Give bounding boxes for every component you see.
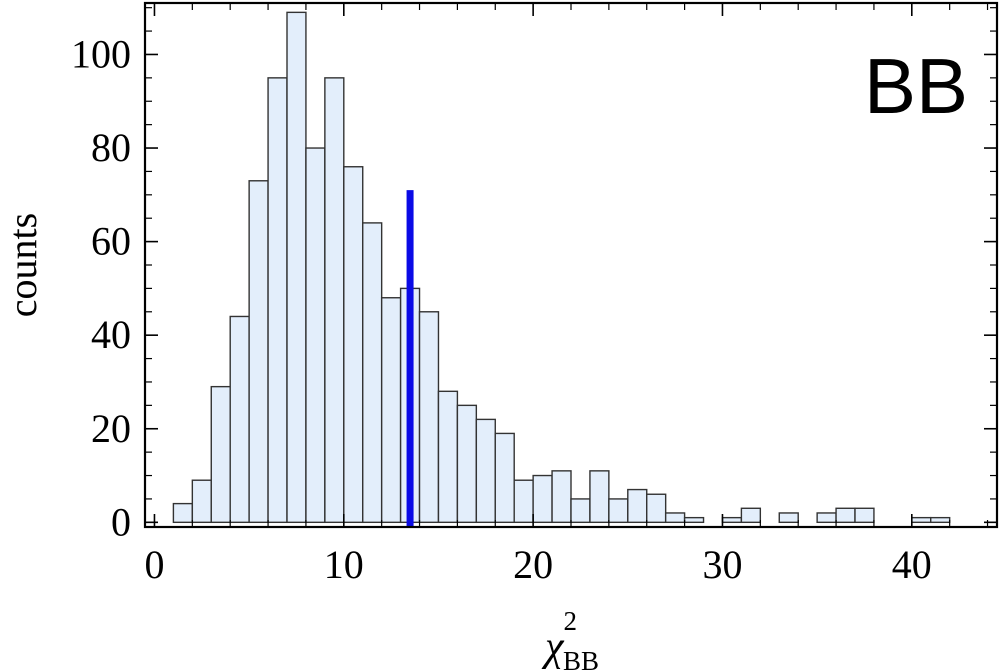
y-axis-title: counts bbox=[0, 213, 45, 317]
histogram-bar bbox=[210, 385, 231, 524]
histogram-bar bbox=[532, 474, 553, 524]
panel-label: BB bbox=[864, 42, 968, 130]
axis-tick-labels: 0 10 20 30 40 0 20 40 60 80 100 bbox=[71, 31, 932, 587]
histogram-bar bbox=[437, 390, 459, 524]
x-axis-title: χ2 BB bbox=[541, 606, 599, 671]
histogram-bar bbox=[551, 470, 572, 524]
y-tick-label: 0 bbox=[111, 499, 131, 544]
x-tick-label: 20 bbox=[513, 542, 553, 587]
histogram-bar bbox=[229, 315, 250, 524]
histogram-bar bbox=[286, 11, 307, 524]
histogram-bar bbox=[721, 516, 743, 524]
histogram-bar bbox=[816, 512, 837, 524]
histogram-bar bbox=[778, 512, 799, 524]
histogram-bars bbox=[172, 11, 951, 524]
x-tick-label: 30 bbox=[702, 542, 742, 587]
histogram-bar bbox=[380, 297, 402, 524]
histogram-bar bbox=[627, 488, 648, 524]
histogram-bar bbox=[362, 222, 383, 524]
histogram-bar bbox=[683, 516, 705, 524]
histogram-bar bbox=[305, 147, 326, 524]
histogram-bar bbox=[664, 512, 686, 524]
histogram-bar bbox=[191, 479, 212, 524]
histogram-bar bbox=[248, 180, 269, 524]
y-tick-label: 40 bbox=[91, 312, 131, 357]
histogram-bar bbox=[589, 470, 610, 524]
x-tick-label: 0 bbox=[144, 542, 164, 587]
histogram-bar bbox=[930, 516, 951, 524]
histogram-bar bbox=[608, 498, 629, 524]
x-tick-label: 40 bbox=[892, 542, 932, 587]
histogram-bar bbox=[172, 502, 194, 524]
histogram-bar bbox=[324, 77, 345, 524]
y-tick-label: 80 bbox=[91, 125, 131, 170]
histogram-bar bbox=[343, 166, 364, 524]
histogram-bar bbox=[267, 77, 288, 524]
histogram-bar bbox=[740, 507, 762, 524]
histogram-bar bbox=[835, 507, 856, 524]
x-axis-title-superscript: 2 bbox=[563, 606, 577, 636]
histogram-bar bbox=[854, 507, 875, 524]
histogram-bar bbox=[513, 479, 534, 524]
x-axis-title-subscript: BB bbox=[563, 646, 599, 671]
y-tick-label: 60 bbox=[91, 219, 131, 264]
histogram-bar bbox=[646, 493, 667, 524]
histogram-bar bbox=[911, 516, 932, 524]
histogram-bar bbox=[418, 311, 440, 524]
axis-ticks bbox=[145, 3, 997, 527]
histogram-bar bbox=[570, 498, 591, 524]
histogram-bar bbox=[475, 418, 496, 524]
y-tick-label: 100 bbox=[71, 31, 131, 76]
histogram-bar bbox=[494, 432, 515, 524]
y-tick-label: 20 bbox=[91, 406, 131, 451]
x-axis-title-symbol: χ bbox=[541, 624, 565, 670]
histogram-bar bbox=[456, 404, 478, 524]
x-tick-label: 10 bbox=[324, 542, 364, 587]
